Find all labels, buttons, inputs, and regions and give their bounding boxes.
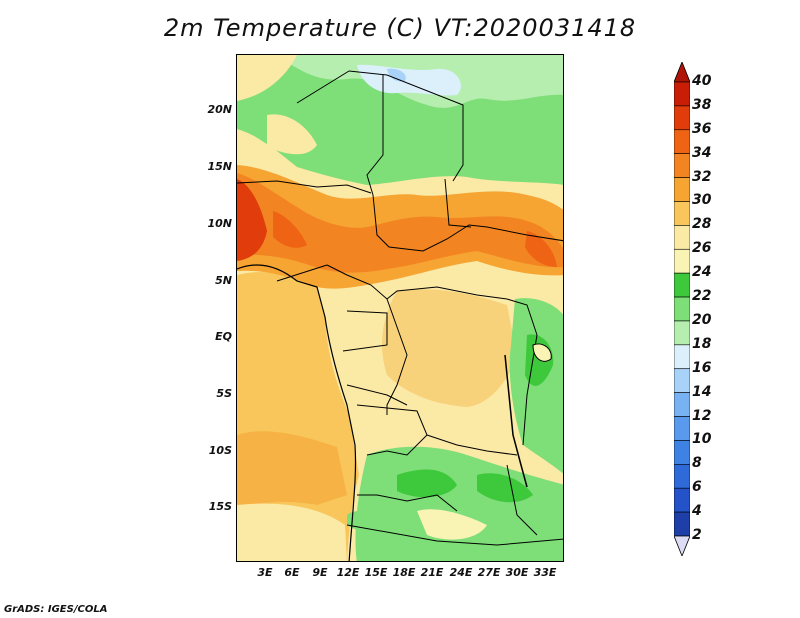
lat-label-5n: 5N [215, 274, 232, 287]
colorbar-segment [674, 464, 690, 489]
chart-title: 2m Temperature (C) VT:2020031418 [163, 14, 637, 42]
central-hot-spot [273, 211, 307, 248]
southeast-dark-green-patch [477, 473, 533, 503]
colorbar-bottom-cap [674, 535, 690, 556]
colorbar-label: 26 [692, 240, 712, 257]
lon-label-30e: 30E [505, 566, 529, 579]
colorbar-label: 20 [692, 311, 712, 328]
colorbar-segment [674, 153, 690, 178]
lat-label-eq: EQ [215, 330, 232, 343]
lon-label-3e: 3E [257, 566, 273, 579]
colorbar-label: 14 [692, 383, 712, 400]
coastline [237, 264, 357, 561]
colorbar-label: 22 [692, 288, 712, 305]
footer-credit: GrADS: IGES/COLA [4, 604, 108, 615]
colorbar-segment [674, 416, 690, 441]
south-dark-green-patch [397, 469, 457, 498]
lon-label-27e: 27E [477, 566, 501, 579]
temperature-map [237, 55, 563, 561]
lat-label-15s: 15S [208, 500, 232, 513]
colorbar-label: 18 [692, 335, 712, 352]
colorbar-label: 40 [692, 73, 712, 89]
lat-label-5s: 5S [216, 387, 232, 400]
lon-label-24e: 24E [449, 566, 473, 579]
colorbar [674, 62, 690, 556]
colorbar-label: 38 [692, 96, 712, 113]
lon-label-9e: 9E [312, 566, 328, 579]
colorbar-label: 10 [692, 431, 712, 448]
colorbar-segment [674, 81, 690, 107]
ocean-south-region [237, 431, 347, 507]
colorbar-segment [674, 201, 690, 226]
colorbar-label: 36 [692, 120, 712, 137]
north-cold-spot [387, 68, 406, 82]
colorbar-label: 16 [692, 359, 712, 376]
colorbar-segment [674, 105, 690, 131]
colorbar-segment [674, 440, 690, 465]
colorbar-label: 32 [692, 168, 712, 185]
colorbar-segment [674, 320, 690, 346]
lon-label-33e: 33E [533, 566, 557, 579]
lake-victoria [532, 343, 552, 362]
lat-label-10s: 10S [208, 444, 232, 457]
colorbar-segment [674, 225, 690, 250]
colorbar-segment [674, 129, 690, 154]
sahel-very-hot-band [237, 173, 563, 273]
colorbar-segment [674, 392, 690, 417]
lon-label-15e: 15E [364, 566, 388, 579]
colorbar-segment [674, 272, 690, 298]
colorbar-segment [674, 511, 690, 537]
colorbar-label: 28 [692, 216, 712, 233]
lat-label-15n: 15N [207, 160, 232, 173]
ocean-cool-region [237, 503, 347, 561]
lat-label-20n: 20N [207, 103, 232, 116]
congo-warm-region [382, 289, 517, 407]
lon-label-6e: 6E [284, 566, 300, 579]
colorbar-segment [674, 344, 690, 370]
colorbar-label: 4 [692, 503, 702, 520]
colorbar-top-cap [674, 62, 690, 83]
colorbar-segment [674, 177, 690, 202]
lat-label-10n: 10N [207, 217, 232, 230]
colorbar-segment [674, 487, 690, 513]
country-borders [237, 70, 563, 546]
map-panel [236, 54, 564, 562]
sahel-warm-patch [267, 114, 317, 155]
colorbar-label: 2 [692, 527, 702, 543]
lon-label-21e: 21E [420, 566, 444, 579]
east-hot-spot [525, 231, 557, 267]
lon-label-18e: 18E [392, 566, 416, 579]
west-hottest-region [237, 179, 267, 261]
colorbar-label: 6 [692, 479, 702, 496]
colorbar-segment [674, 296, 690, 322]
south-warm-patch [417, 509, 487, 540]
colorbar-label: 34 [692, 144, 712, 161]
rift-lakes [504, 354, 528, 488]
colorbar-label: 8 [692, 455, 702, 472]
colorbar-segment [674, 368, 690, 393]
colorbar-segment [674, 248, 690, 274]
colorbar-label: 30 [692, 192, 712, 209]
colorbar-label: 12 [692, 407, 712, 424]
lon-label-12e: 12E [336, 566, 360, 579]
northwest-warm-region [237, 55, 297, 101]
colorbar-label: 24 [692, 264, 712, 281]
